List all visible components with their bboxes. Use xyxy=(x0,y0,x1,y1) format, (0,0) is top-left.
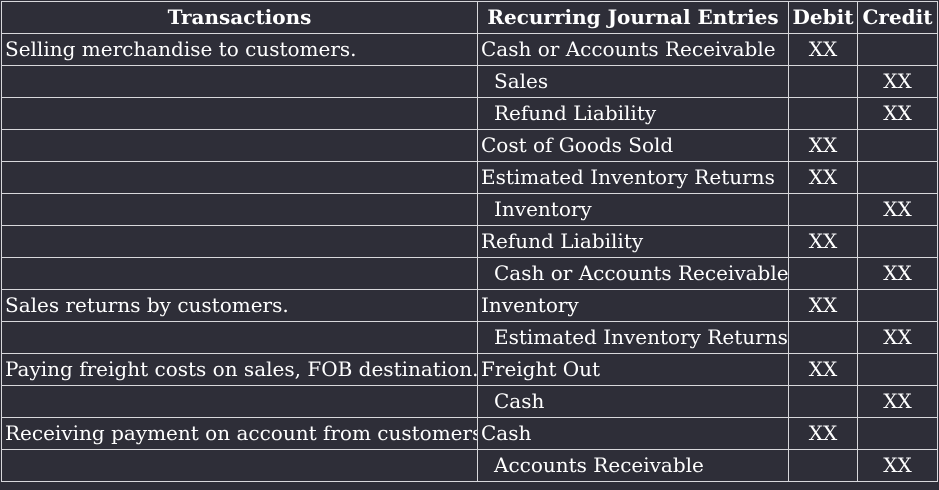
debit-cell: XX xyxy=(788,289,858,322)
table-row: Accounts Receivable XX xyxy=(1,449,938,482)
debit-cell: XX xyxy=(788,417,858,450)
transaction-cell: Receiving payment on account from custom… xyxy=(1,417,478,450)
credit-cell xyxy=(857,225,938,258)
transaction-cell xyxy=(1,161,478,194)
transaction-cell xyxy=(1,193,478,226)
account-cell: Cash or Accounts Receivable xyxy=(477,257,789,290)
table-row: Refund Liability XX xyxy=(1,97,938,130)
transaction-cell xyxy=(1,97,478,130)
credit-cell xyxy=(857,417,938,450)
account-cell: Freight Out xyxy=(477,353,789,386)
account-cell: Refund Liability xyxy=(477,97,789,130)
transaction-cell xyxy=(1,65,478,98)
account-cell: Accounts Receivable xyxy=(477,449,789,482)
debit-cell xyxy=(788,321,858,354)
table-row: Estimated Inventory Returns XX xyxy=(1,161,938,194)
credit-cell: XX xyxy=(857,193,938,226)
debit-cell xyxy=(788,257,858,290)
account-cell: Refund Liability xyxy=(477,225,789,258)
account-cell: Inventory xyxy=(477,289,789,322)
credit-cell: XX xyxy=(857,321,938,354)
credit-cell: XX xyxy=(857,385,938,418)
transaction-cell xyxy=(1,225,478,258)
transaction-cell xyxy=(1,385,478,418)
transaction-cell: Paying freight costs on sales, FOB desti… xyxy=(1,353,478,386)
debit-cell: XX xyxy=(788,353,858,386)
header-transactions: Transactions xyxy=(1,1,478,34)
debit-cell: XX xyxy=(788,161,858,194)
account-cell: Cash xyxy=(477,385,789,418)
table-row: Cost of Goods Sold XX xyxy=(1,129,938,162)
credit-cell: XX xyxy=(857,65,938,98)
debit-cell: XX xyxy=(788,129,858,162)
header-credit: Credit xyxy=(857,1,938,34)
credit-cell: XX xyxy=(857,449,938,482)
credit-cell: XX xyxy=(857,257,938,290)
credit-cell xyxy=(857,353,938,386)
table-row: Selling merchandise to customers. Cash o… xyxy=(1,33,938,66)
transaction-cell xyxy=(1,449,478,482)
table-row: Sales XX xyxy=(1,65,938,98)
account-cell: Sales xyxy=(477,65,789,98)
transaction-cell xyxy=(1,257,478,290)
table-row: Inventory XX xyxy=(1,193,938,226)
journal-entries-table: Transactions Recurring Journal Entries D… xyxy=(1,1,938,482)
debit-cell xyxy=(788,97,858,130)
table-row: Estimated Inventory Returns XX xyxy=(1,321,938,354)
account-cell: Inventory xyxy=(477,193,789,226)
debit-cell xyxy=(788,65,858,98)
table-row: Cash XX xyxy=(1,385,938,418)
account-cell: Cash xyxy=(477,417,789,450)
table-row: Refund Liability XX xyxy=(1,225,938,258)
table-row: Paying freight costs on sales, FOB desti… xyxy=(1,353,938,386)
header-row: Transactions Recurring Journal Entries D… xyxy=(1,1,938,34)
transaction-cell: Sales returns by customers. xyxy=(1,289,478,322)
table-row: Sales returns by customers. Inventory XX xyxy=(1,289,938,322)
credit-cell xyxy=(857,33,938,66)
header-journal-entries: Recurring Journal Entries xyxy=(477,1,789,34)
debit-cell: XX xyxy=(788,33,858,66)
debit-cell xyxy=(788,385,858,418)
account-cell: Cash or Accounts Receivable xyxy=(477,33,789,66)
transaction-cell xyxy=(1,321,478,354)
header-debit: Debit xyxy=(788,1,858,34)
debit-cell xyxy=(788,193,858,226)
table-row: Cash or Accounts Receivable XX xyxy=(1,257,938,290)
credit-cell xyxy=(857,289,938,322)
account-cell: Cost of Goods Sold xyxy=(477,129,789,162)
transaction-cell xyxy=(1,129,478,162)
debit-cell: XX xyxy=(788,225,858,258)
credit-cell xyxy=(857,129,938,162)
debit-cell xyxy=(788,449,858,482)
account-cell: Estimated Inventory Returns xyxy=(477,321,789,354)
table-row: Receiving payment on account from custom… xyxy=(1,417,938,450)
credit-cell xyxy=(857,161,938,194)
transaction-cell: Selling merchandise to customers. xyxy=(1,33,478,66)
account-cell: Estimated Inventory Returns xyxy=(477,161,789,194)
credit-cell: XX xyxy=(857,97,938,130)
